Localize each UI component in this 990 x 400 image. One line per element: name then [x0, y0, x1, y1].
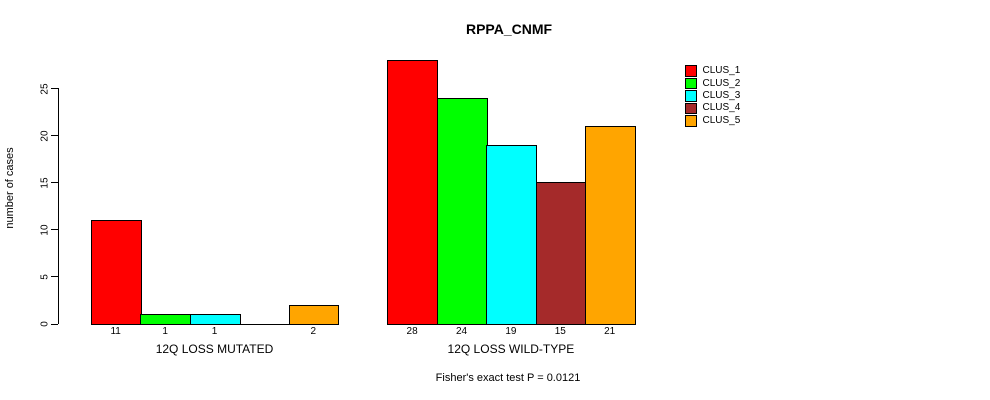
legend-label: CLUS_5 — [702, 114, 741, 126]
y-axis-tick — [51, 229, 58, 231]
y-axis-tick-label: 25 — [39, 83, 51, 95]
bar-clus_2 — [140, 314, 192, 325]
y-axis-label: number of cases — [4, 147, 16, 229]
y-axis-tick — [51, 276, 58, 278]
legend-swatch-clus_3 — [685, 90, 697, 102]
chart-title: RPPA_CNMF — [465, 21, 553, 37]
y-axis-tick-label: 20 — [39, 130, 51, 142]
bar-clus_3 — [486, 144, 538, 325]
y-axis-tick — [51, 88, 58, 90]
legend-label: CLUS_1 — [702, 65, 741, 77]
legend-item: CLUS_1 — [685, 65, 740, 77]
legend-swatch-clus_5 — [685, 115, 697, 127]
y-axis-tick-label: 0 — [39, 321, 51, 327]
y-axis-line — [58, 87, 59, 325]
y-axis-tick — [51, 323, 58, 325]
group-label: 12Q LOSS MUTATED — [155, 342, 274, 356]
y-axis-tick — [51, 135, 58, 137]
bar-value-label: 1 — [162, 326, 168, 337]
bar-clus_2 — [436, 97, 488, 325]
bar-clus_1 — [91, 219, 142, 325]
bar-value-label: 28 — [406, 326, 418, 337]
y-axis-tick-label: 15 — [39, 177, 51, 189]
group-label: 12Q LOSS WILD-TYPE — [447, 342, 575, 356]
legend-label: CLUS_3 — [702, 89, 741, 101]
bar-clus_4 — [535, 182, 587, 325]
bar-value-label: 24 — [455, 326, 468, 337]
legend-item: CLUS_5 — [685, 115, 740, 127]
bar-value-label: 15 — [554, 326, 566, 337]
legend-swatch-clus_2 — [685, 77, 697, 90]
legend-label: CLUS_4 — [702, 102, 741, 114]
bar-clus_1 — [387, 60, 439, 325]
bar-clus_5 — [288, 304, 340, 325]
bar-value-label: 19 — [505, 326, 517, 337]
legend-item: CLUS_4 — [685, 102, 741, 115]
legend-item: CLUS_2 — [685, 77, 741, 90]
bar-value-label: 1 — [211, 326, 218, 337]
legend-label: CLUS_2 — [702, 77, 741, 89]
bar-clus_5 — [585, 125, 636, 325]
legend: CLUS_1 CLUS_2 CLUS_3 CLUS_4 CLUS_5 — [685, 65, 740, 127]
legend-swatch-clus_4 — [685, 102, 697, 115]
bar-value-label: 21 — [604, 326, 616, 337]
y-axis-tick-label: 5 — [39, 274, 51, 280]
legend-item: CLUS_3 — [685, 90, 740, 102]
caption: Fisher's exact test P = 0.0121 — [435, 372, 581, 384]
bar-value-label: 11 — [110, 326, 121, 337]
bar-clus_4-zero — [239, 323, 291, 325]
bar-value-label: 2 — [310, 326, 317, 337]
y-axis-tick-label: 10 — [39, 224, 51, 236]
bar-clus_3 — [189, 314, 241, 325]
y-axis-tick — [51, 182, 58, 184]
legend-swatch-clus_1 — [685, 65, 697, 77]
